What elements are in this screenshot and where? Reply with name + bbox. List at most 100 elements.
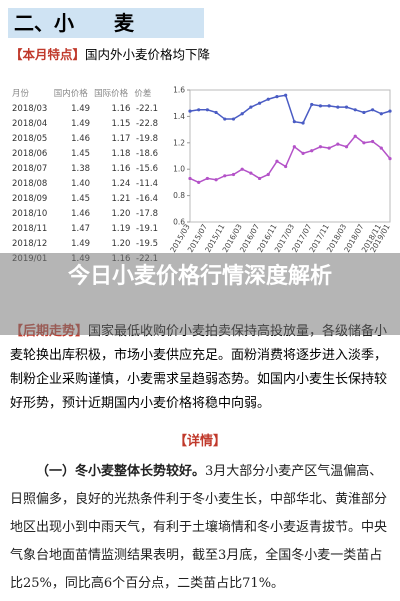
table-header: 价差 [134,88,152,99]
table-cell: 1.45 [71,148,91,159]
series-line [189,135,391,184]
chart: 0.60.81.01.21.41.62015/032015/072015/112… [168,86,392,254]
point [231,117,236,121]
table-row: 2018/12 1.49 1.20 -19.5 [10,236,160,251]
point [310,102,314,107]
table-cell: 1.49 [71,238,91,249]
table-cell: 1.38 [71,163,91,174]
point [249,105,253,109]
table-cell: 1.49 [71,118,91,129]
point [388,157,392,161]
point [266,97,270,101]
point [327,104,331,108]
section-title: 二、小 麦 [8,8,204,38]
table-header: 国内价格 [53,88,88,99]
point [379,146,383,150]
table-cell: 1.16 [111,163,131,174]
table-cell: 1.17 [111,133,131,144]
table-cell: 1.49 [71,103,91,114]
table-cell: 1.16 [111,103,131,114]
point [318,104,323,108]
table-cell: 2018/11 [12,223,48,234]
table-cell: -11.4 [136,178,158,189]
point [301,151,305,155]
point [344,105,349,109]
point [266,172,270,177]
table-row: 2018/03 1.49 1.16 -22.1 [10,101,160,116]
table-row: 2018/08 1.40 1.24 -11.4 [10,176,160,191]
table-cell: -22.1 [136,103,158,114]
table-cell: -22.8 [136,118,158,129]
point [240,112,244,116]
summary-tag: 【本月特点】 [10,47,86,62]
table-cell: 2018/10 [12,208,48,219]
table-cell: 2018/05 [12,133,48,144]
table-cell: 2018/08 [12,178,48,189]
overlay-band [0,253,400,335]
point [362,141,366,145]
table-row: 2018/07 1.38 1.16 -15.6 [10,161,160,176]
point [205,176,209,181]
details-lead: （一）冬小麦整体长势较好。 [36,464,206,479]
point [292,120,296,124]
y-tick-label: 0.8 [173,191,185,200]
point [205,108,209,112]
table-cell: 1.18 [111,148,131,159]
point [371,139,375,144]
point [344,145,349,149]
point [214,178,218,182]
point [257,176,262,181]
point [284,164,288,169]
y-tick-label: 1.2 [173,138,185,147]
table-row: 2018/05 1.46 1.17 -19.8 [10,131,160,146]
point [353,108,357,112]
table-cell: -16.4 [136,193,158,204]
point [379,112,383,116]
table-cell: -18.6 [136,148,158,159]
table-cell: 1.45 [71,193,91,204]
point [223,117,227,121]
table-cell: 1.46 [71,133,91,144]
y-tick-label: 1.6 [173,86,185,95]
table-cell: 1.46 [71,208,91,219]
point [249,171,253,175]
table-cell: -15.6 [136,163,158,174]
point [275,159,279,163]
point [223,174,227,178]
table-cell: 1.40 [71,178,91,189]
table-cell: 2018/06 [12,148,48,159]
table-cell: 1.19 [111,223,131,234]
point [310,149,314,153]
point [301,121,305,125]
point [197,108,201,112]
price-table: 月份 国内价格 国际价格 价差 2018/03 1.49 1.16 -22.1 2018/04 1… [10,84,160,266]
point [231,172,236,177]
overlay-title: 今日小麦价格行情深度解析 [67,264,332,289]
series-line [189,94,391,124]
point [188,109,192,113]
point [240,167,244,171]
table-header: 国际价格 [94,88,129,99]
summary: 【本月特点】国内外小麦价格均下降 [10,44,210,63]
point [336,105,340,109]
point [318,145,323,149]
point [388,109,392,113]
table-header: 月份 [12,88,30,99]
table-cell: 1.24 [111,178,131,189]
table-row: 2018/10 1.46 1.20 -17.8 [10,206,160,221]
point [353,134,357,138]
table-cell: -19.5 [136,238,158,249]
table-cell: 1.20 [111,208,131,219]
point [214,110,218,115]
table-cell: 2018/07 [12,163,48,174]
details: （一）冬小麦整体长势较好。3月大部分小麦产区气温偏高、日照偏多，良好的光热条件利… [10,458,392,598]
summary-text: 国内外小麦价格均下降 [85,47,211,62]
point [327,146,331,150]
y-tick-label: 1.4 [173,112,185,121]
table-cell: 1.20 [111,238,131,249]
table-cell: 1.47 [71,223,91,234]
point [371,108,375,112]
table-row: 2018/06 1.45 1.18 -18.6 [10,146,160,161]
plot-frame [189,89,391,223]
